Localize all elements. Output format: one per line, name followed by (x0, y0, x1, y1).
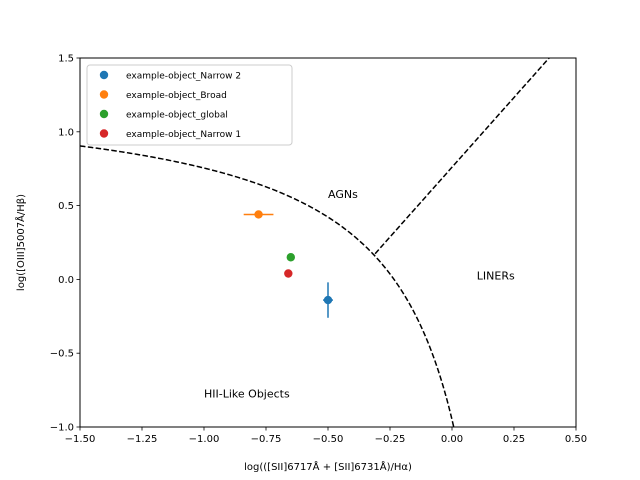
y-axis-label: log([OIII]5007Å/Hβ) (14, 194, 27, 291)
legend-marker (99, 109, 109, 119)
data-point (284, 269, 293, 278)
boundary-seyfert-liner (374, 58, 551, 255)
legend-item: example-object_global (99, 109, 228, 121)
y-tick-label: −0.5 (50, 349, 74, 360)
y-tick-label: 0.0 (58, 275, 74, 286)
x-axis-label: log(([SII]6717Å + [SII]6731Å)/Hα) (244, 460, 412, 473)
axis-ticks: −1.50 −1.25 −1.00 −0.75 −0.50 −0.25 0.00 0.25 0.… (50, 54, 587, 446)
legend-item: example-object_Narrow 1 (99, 129, 241, 140)
legend-label: example-object_global (126, 111, 228, 121)
point-marker (254, 210, 263, 219)
x-tick-label: −0.50 (313, 434, 344, 445)
legend-marker (99, 70, 109, 80)
boundary-lines (80, 58, 551, 427)
x-tick-label: 0.00 (441, 434, 463, 445)
y-tick-label: 0.5 (58, 201, 74, 212)
data-point (243, 210, 274, 219)
y-tick-label: 1.0 (58, 127, 74, 138)
point-marker (323, 295, 333, 305)
x-tick-label: 0.25 (503, 434, 525, 445)
plot-frame (79, 57, 577, 428)
region-annotations: AGNs LINERs HII-Like Objects (204, 188, 515, 400)
legend: example-object_Narrow 2 example-object_Br… (86, 64, 293, 146)
legend-marker (99, 90, 109, 99)
legend-label: example-object_Broad (126, 91, 227, 101)
legend-label: example-object_Narrow 1 (126, 130, 241, 140)
data-point (286, 253, 295, 262)
data-points (243, 210, 333, 318)
boundary-max-starburst (80, 145, 455, 427)
x-tick-label: −1.50 (65, 434, 96, 445)
x-tick-label: −0.25 (375, 434, 406, 445)
x-tick-label: −1.00 (189, 434, 220, 445)
region-label: AGNs (328, 188, 358, 201)
legend-label: example-object_Narrow 2 (126, 72, 241, 82)
point-marker (284, 269, 293, 278)
legend-item: example-object_Broad (99, 90, 227, 101)
x-tick-label: −0.75 (251, 434, 282, 445)
point-marker (286, 253, 295, 262)
region-label: HII-Like Objects (204, 387, 290, 400)
legend-box (86, 64, 293, 146)
region-label: LINERs (477, 269, 515, 282)
legend-item: example-object_Narrow 2 (99, 70, 241, 82)
data-point (323, 282, 333, 318)
y-tick-label: −1.0 (50, 423, 74, 434)
legend-marker (99, 129, 109, 138)
x-tick-label: 0.50 (565, 434, 587, 445)
y-tick-label: 1.5 (58, 54, 74, 65)
x-tick-label: −1.25 (127, 434, 158, 445)
